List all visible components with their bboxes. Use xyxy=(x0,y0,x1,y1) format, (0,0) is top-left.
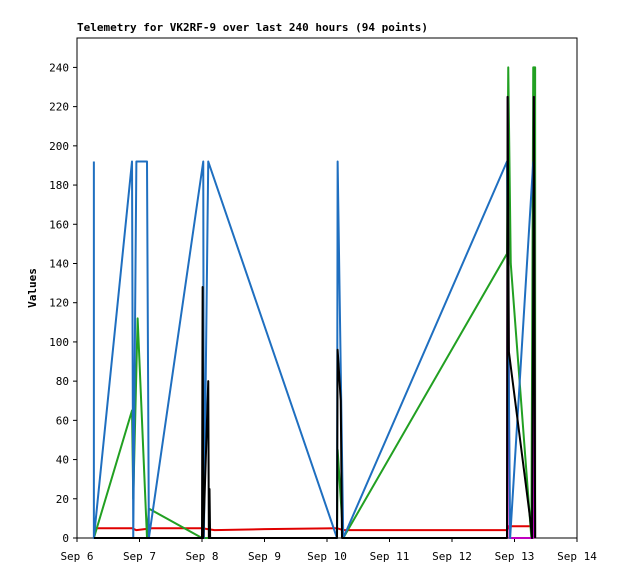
x-tick-label: Sep 6 xyxy=(60,550,93,563)
y-tick-label: 80 xyxy=(56,375,69,388)
x-tick-label: Sep 9 xyxy=(248,550,281,563)
y-tick-label: 160 xyxy=(49,218,69,231)
x-tick-label: Sep 12 xyxy=(432,550,472,563)
x-tick-label: Sep 13 xyxy=(495,550,535,563)
chart-title: Telemetry for VK2RF-9 over last 240 hour… xyxy=(77,21,428,34)
y-tick-label: 100 xyxy=(49,336,69,349)
y-tick-label: 240 xyxy=(49,61,69,74)
y-tick-label: 120 xyxy=(49,297,69,310)
x-tick-label: Sep 7 xyxy=(123,550,156,563)
x-tick-label: Sep 14 xyxy=(557,550,597,563)
x-tick-label: Sep 10 xyxy=(307,550,347,563)
y-tick-label: 40 xyxy=(56,454,69,467)
y-tick-label: 0 xyxy=(62,532,69,545)
y-tick-label: 200 xyxy=(49,140,69,153)
y-axis-label: Values xyxy=(26,268,39,308)
y-tick-label: 220 xyxy=(49,101,69,114)
y-tick-label: 20 xyxy=(56,493,69,506)
y-tick-label: 140 xyxy=(49,257,69,270)
x-tick-label: Sep 8 xyxy=(185,550,218,563)
y-tick-label: 60 xyxy=(56,414,69,427)
x-tick-label: Sep 11 xyxy=(370,550,410,563)
series-line xyxy=(93,95,537,539)
series-line xyxy=(93,525,536,532)
series-line xyxy=(92,160,535,539)
plot-frame xyxy=(76,37,578,539)
y-tick-label: 180 xyxy=(49,179,69,192)
